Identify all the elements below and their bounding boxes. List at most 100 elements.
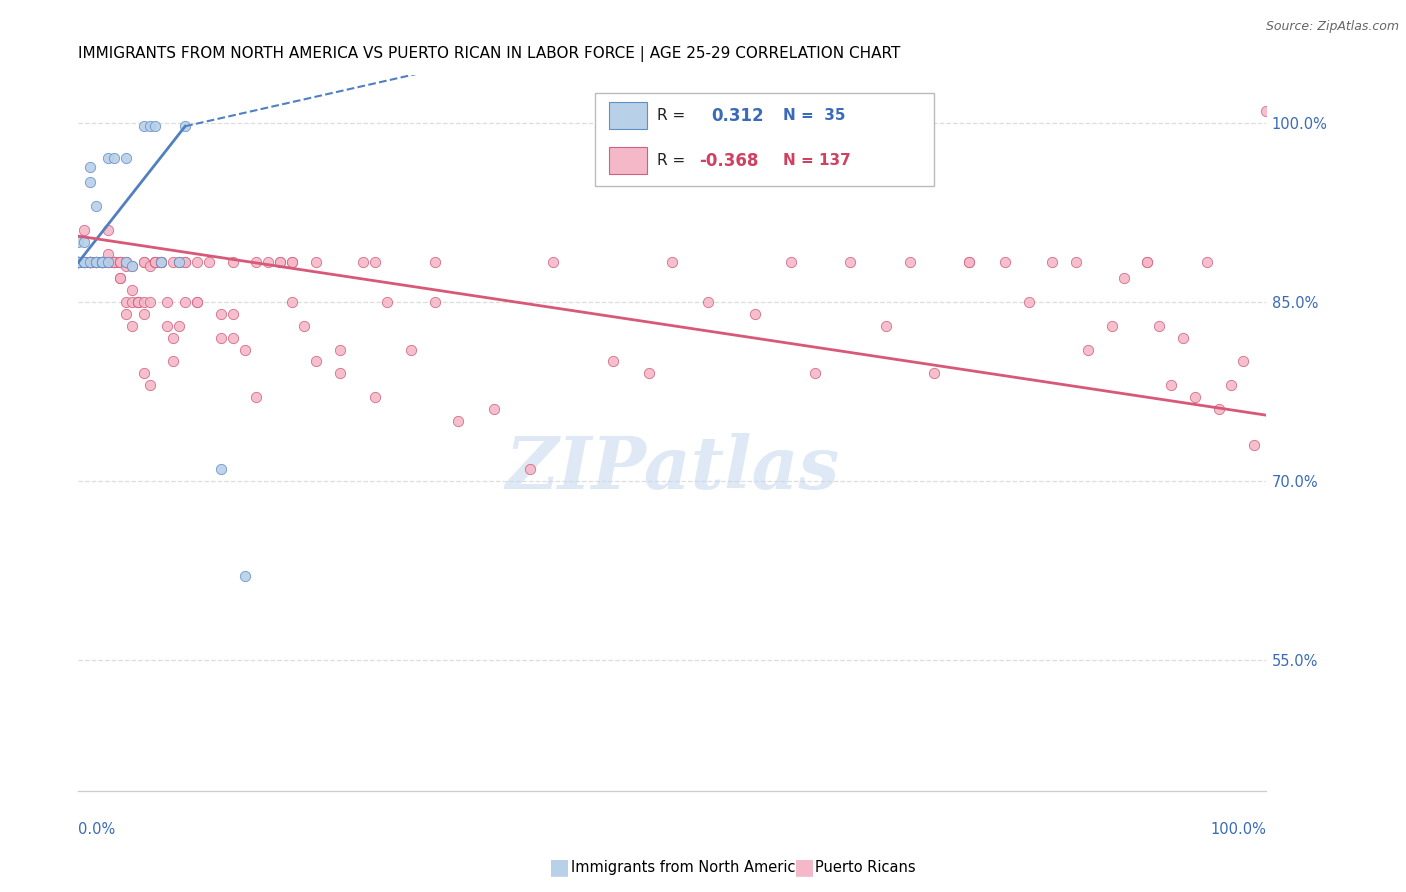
Point	[108, 255, 131, 269]
Text: N = 137: N = 137	[783, 153, 851, 169]
Point	[257, 255, 280, 269]
Point	[84, 255, 107, 269]
Text: 100.0%: 100.0%	[1211, 822, 1267, 837]
Point	[1256, 103, 1278, 118]
Point	[1136, 255, 1159, 269]
Point	[1219, 378, 1241, 392]
Point	[108, 255, 131, 269]
Point	[73, 255, 96, 269]
Point	[91, 255, 114, 269]
Point	[91, 255, 114, 269]
Point	[127, 294, 149, 309]
Bar	[609, 147, 647, 175]
Point	[73, 255, 96, 269]
Point	[73, 223, 96, 237]
Point	[209, 307, 232, 321]
Point	[482, 402, 505, 417]
Point	[67, 255, 90, 269]
Point	[145, 255, 167, 269]
Point	[108, 255, 131, 269]
Point	[839, 255, 862, 269]
Point	[132, 255, 155, 269]
Point	[1149, 318, 1171, 333]
Point	[114, 255, 136, 269]
Point	[198, 255, 221, 269]
Point	[84, 255, 107, 269]
Point	[1101, 318, 1123, 333]
Point	[150, 255, 173, 269]
Point	[1243, 438, 1265, 452]
Point	[91, 255, 114, 269]
Point	[108, 271, 131, 285]
Point	[186, 294, 208, 309]
Point	[138, 378, 160, 392]
Point	[103, 255, 125, 269]
Point	[1195, 255, 1218, 269]
Point	[79, 255, 101, 269]
Point	[281, 255, 304, 269]
Point	[103, 255, 125, 269]
Point	[97, 152, 120, 166]
Text: ZIPatlas: ZIPatlas	[505, 434, 839, 504]
Point	[121, 259, 143, 273]
Point	[103, 152, 125, 166]
Text: 0.312: 0.312	[711, 107, 763, 125]
Point	[84, 255, 107, 269]
Point	[91, 255, 114, 269]
Point	[423, 255, 446, 269]
Point	[97, 255, 120, 269]
Point	[91, 255, 114, 269]
Point	[91, 255, 114, 269]
Point	[67, 255, 90, 269]
Point	[186, 255, 208, 269]
Point	[108, 271, 131, 285]
Point	[67, 255, 90, 269]
Point	[1136, 255, 1159, 269]
Point	[167, 255, 190, 269]
Point	[79, 160, 101, 174]
Point	[1184, 390, 1206, 404]
Point	[114, 259, 136, 273]
Point	[661, 255, 683, 269]
Point	[174, 255, 197, 269]
Point	[957, 255, 980, 269]
Point	[1018, 294, 1040, 309]
Point	[329, 343, 352, 357]
Point	[898, 255, 921, 269]
Text: IMMIGRANTS FROM NORTH AMERICA VS PUERTO RICAN IN LABOR FORCE | AGE 25-29 CORRELA: IMMIGRANTS FROM NORTH AMERICA VS PUERTO …	[79, 46, 901, 62]
Point	[97, 247, 120, 261]
Point	[121, 318, 143, 333]
Point	[132, 367, 155, 381]
Point	[156, 318, 179, 333]
Point	[222, 307, 245, 321]
Point	[73, 255, 96, 269]
Point	[399, 343, 422, 357]
Point	[114, 255, 136, 269]
Point	[73, 255, 96, 269]
Point	[281, 255, 304, 269]
Point	[150, 255, 173, 269]
Point	[245, 255, 267, 269]
Point	[84, 199, 107, 213]
Point	[233, 569, 256, 583]
Point	[150, 255, 173, 269]
Point	[67, 255, 90, 269]
Point	[167, 255, 190, 269]
Point	[79, 255, 101, 269]
Point	[167, 318, 190, 333]
Point	[73, 255, 96, 269]
Point	[423, 294, 446, 309]
Point	[994, 255, 1017, 269]
Point	[145, 255, 167, 269]
Point	[121, 259, 143, 273]
Text: ■: ■	[794, 857, 814, 877]
Text: -0.368: -0.368	[700, 152, 759, 169]
Point	[103, 255, 125, 269]
Point	[132, 255, 155, 269]
Point	[121, 283, 143, 297]
Point	[174, 255, 197, 269]
Point	[744, 307, 766, 321]
Point	[79, 255, 101, 269]
Text: Source: ZipAtlas.com: Source: ZipAtlas.com	[1265, 20, 1399, 33]
Point	[269, 255, 291, 269]
